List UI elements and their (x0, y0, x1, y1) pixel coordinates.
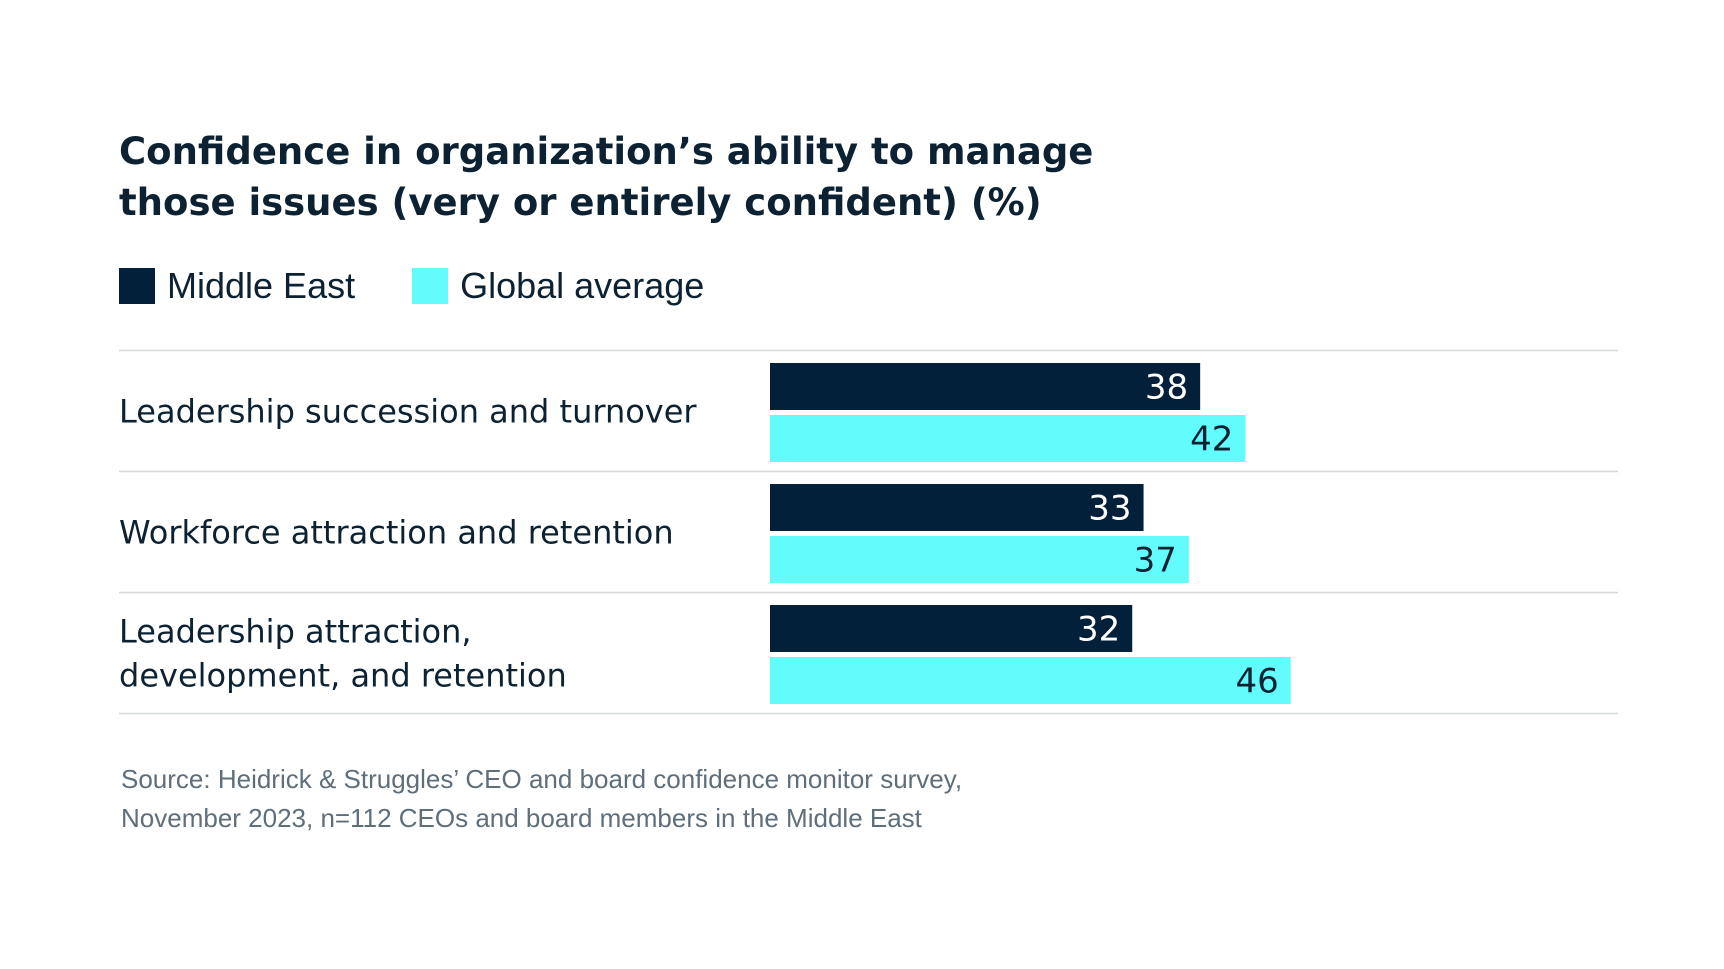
legend-label-global-average: Global average (460, 265, 705, 306)
legend-label-middle-east: Middle East (167, 265, 356, 306)
data-label: 42 (1190, 420, 1233, 460)
category-label: development, and retention (119, 657, 567, 695)
bar-global-average (770, 415, 1246, 462)
category-label: Workforce attraction and retention (119, 514, 674, 552)
category-label: Leadership attraction, (119, 613, 472, 651)
source-note: Source: Heidrick & Struggles’ CEO and bo… (121, 760, 962, 838)
source-line-1: Source: Heidrick & Struggles’ CEO and bo… (121, 764, 963, 794)
bar-middle-east (770, 484, 1144, 531)
bar-global-average (770, 657, 1291, 704)
bar-middle-east (770, 363, 1201, 410)
category-label: Leadership succession and turnover (119, 393, 697, 431)
bar-middle-east (770, 605, 1133, 652)
data-label: 46 (1235, 662, 1278, 702)
chart-title-line-1: Confidence in organization’s ability to … (119, 130, 1094, 173)
bar-global-average (770, 536, 1189, 583)
legend-item-global-average: Global average (412, 265, 704, 307)
data-label: 38 (1145, 368, 1188, 408)
data-label: 33 (1088, 489, 1131, 529)
legend-swatch-middle-east (119, 268, 155, 304)
chart-title-line-2: those issues (very or entirely confident… (119, 181, 1042, 224)
chart-title: Confidence in organization’s ability to … (119, 126, 1119, 228)
data-label: 37 (1134, 541, 1177, 581)
legend-item-middle-east: Middle East (119, 265, 355, 307)
source-line-2: November 2023, n=112 CEOs and board memb… (121, 803, 922, 833)
legend-swatch-global-average (412, 268, 449, 304)
data-label: 32 (1077, 610, 1120, 650)
chart-legend: Middle East Global average (119, 265, 761, 307)
